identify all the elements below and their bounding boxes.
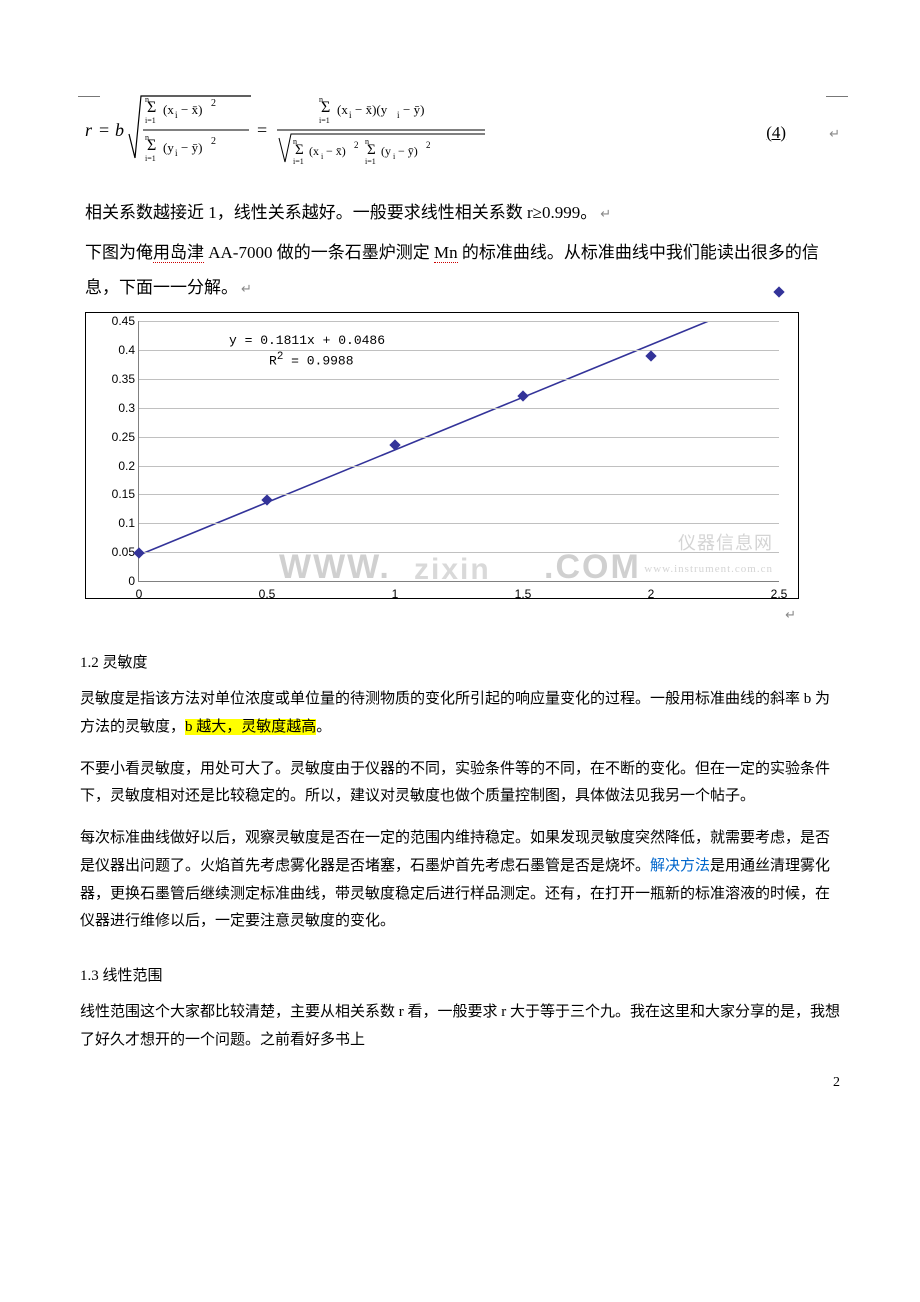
document-page: r = b Σ n i=1 (x i − x̄) 2 Σ n i=1 (y xyxy=(0,0,920,1109)
calibration-chart: y = 0.1811x + 0.0486 R2 = 0.9988 WWW. .C… xyxy=(85,312,799,599)
watermark-label: 仪器信息网 xyxy=(678,529,773,555)
section-1-3-title: 1.3 线性范围 xyxy=(80,964,840,985)
svg-text:i: i xyxy=(349,110,352,120)
chart-r2-text: R2 = 0.9988 xyxy=(269,351,354,368)
data-point xyxy=(517,391,528,402)
svg-text:2: 2 xyxy=(211,98,216,109)
y-tick-label: 0 xyxy=(95,574,135,588)
gridline xyxy=(139,408,779,409)
svg-text:=: = xyxy=(257,120,267,140)
svg-text:(y: (y xyxy=(381,144,391,158)
link-text[interactable]: 解决方法 xyxy=(650,858,710,874)
text-marked: 用岛津 xyxy=(153,243,204,263)
crop-mark xyxy=(78,96,100,97)
data-point xyxy=(133,547,144,558)
svg-text:2: 2 xyxy=(211,136,216,147)
text: 相关系数越接近 1，线性关系越好。一般要求线性相关系数 r≥0.999。 xyxy=(85,203,597,222)
chart-equation-text: y = 0.1811x + 0.0486 xyxy=(229,333,385,348)
gridline xyxy=(139,466,779,467)
plot-area: y = 0.1811x + 0.0486 R2 = 0.9988 WWW. .C… xyxy=(138,321,779,582)
y-tick-label: 0.15 xyxy=(95,487,135,501)
gridline xyxy=(139,321,779,322)
y-tick-label: 0.3 xyxy=(95,401,135,415)
svg-text:(x: (x xyxy=(309,144,319,158)
highlight-text: b 越大，灵敏度越高 xyxy=(185,719,316,735)
svg-text:− ȳ): − ȳ) xyxy=(398,144,418,158)
formula-row: r = b Σ n i=1 (x i − x̄) 2 Σ n i=1 (y xyxy=(85,90,840,175)
watermark: .COM xyxy=(544,548,641,587)
sec12-p2: 不要小看灵敏度，用处可大了。灵敏度由于仪器的不同，实验条件等的不同，在不断的变化… xyxy=(80,756,840,812)
text-marked: Mn xyxy=(434,243,458,263)
sec12-p1: 灵敏度是指该方法对单位浓度或单位量的待测物质的变化所引起的响应量变化的过程。一般… xyxy=(80,686,840,742)
x-tick-label: 0 xyxy=(136,587,143,601)
x-tick-label: 2.5 xyxy=(771,587,788,601)
x-tick-label: 2 xyxy=(648,587,655,601)
paragraph-chart-intro: 下图为俺用岛津 AA-7000 做的一条石墨炉测定 Mn 的标准曲线。从标准曲线… xyxy=(85,235,835,306)
svg-text:r: r xyxy=(85,120,93,140)
svg-text:(x: (x xyxy=(337,102,348,117)
y-tick-label: 0.2 xyxy=(95,459,135,473)
section-1-2-title: 1.2 灵敏度 xyxy=(80,651,840,672)
text: 。 xyxy=(316,719,331,735)
x-tick-label: 1.5 xyxy=(515,587,532,601)
svg-text:i=1: i=1 xyxy=(145,116,156,125)
svg-text:− x̄)(y: − x̄)(y xyxy=(355,102,388,117)
svg-text:i: i xyxy=(393,152,396,161)
x-tick-label: 0.5 xyxy=(259,587,276,601)
sec12-p3: 每次标准曲线做好以后，观察灵敏度是否在一定的范围内维持稳定。如果发现灵敏度突然降… xyxy=(80,825,840,936)
x-tick-label: 1 xyxy=(392,587,399,601)
gridline xyxy=(139,552,779,553)
paragraph-mark: ↵ xyxy=(80,607,796,623)
page-number: 2 xyxy=(833,1075,840,1091)
svg-text:− x̄): − x̄) xyxy=(326,144,346,158)
data-point xyxy=(389,440,400,451)
svg-text:i=1: i=1 xyxy=(145,154,156,163)
gridline xyxy=(139,494,779,495)
svg-text:− ȳ): − ȳ) xyxy=(181,140,202,155)
watermark: WWW. xyxy=(279,548,391,587)
watermark: zixin xyxy=(414,553,491,587)
watermark-url: www.instrument.com.cn xyxy=(644,563,773,575)
svg-text:i=1: i=1 xyxy=(293,157,304,166)
y-tick-label: 0.1 xyxy=(95,516,135,530)
y-tick-label: 0.35 xyxy=(95,372,135,386)
svg-text:i: i xyxy=(321,152,324,161)
data-point xyxy=(261,495,272,506)
y-tick-label: 0.45 xyxy=(95,314,135,328)
y-tick-label: 0.25 xyxy=(95,430,135,444)
svg-text:i=1: i=1 xyxy=(319,116,330,125)
svg-text:2: 2 xyxy=(354,140,359,150)
data-point xyxy=(645,350,656,361)
svg-text:− ȳ): − ȳ) xyxy=(403,102,424,117)
svg-text:2: 2 xyxy=(426,140,431,150)
svg-text:(y: (y xyxy=(163,140,174,155)
equation-number: (4)↵ xyxy=(766,123,840,143)
gridline xyxy=(139,350,779,351)
y-tick-label: 0.4 xyxy=(95,343,135,357)
svg-text:i: i xyxy=(175,148,178,158)
svg-text:n: n xyxy=(145,95,149,104)
svg-text:=: = xyxy=(99,120,109,140)
svg-text:n: n xyxy=(319,95,323,104)
y-tick-label: 0.05 xyxy=(95,545,135,559)
crop-mark xyxy=(826,96,848,97)
gridline xyxy=(139,379,779,380)
paragraph-r-explain: 相关系数越接近 1，线性关系越好。一般要求线性相关系数 r≥0.999。↵ xyxy=(85,195,835,231)
svg-text:− x̄): − x̄) xyxy=(181,102,202,117)
svg-text:i: i xyxy=(397,110,400,120)
svg-text:n: n xyxy=(293,137,297,146)
correlation-formula: r = b Σ n i=1 (x i − x̄) 2 Σ n i=1 (y xyxy=(85,90,505,175)
svg-text:b: b xyxy=(115,120,124,140)
text: 下图为俺 xyxy=(85,243,153,262)
svg-text:n: n xyxy=(365,137,369,146)
text: AA-7000 做的一条石墨炉测定 xyxy=(204,243,434,262)
gridline xyxy=(139,523,779,524)
svg-text:(x: (x xyxy=(163,102,174,117)
svg-text:i=1: i=1 xyxy=(365,157,376,166)
svg-text:n: n xyxy=(145,133,149,142)
gridline xyxy=(139,437,779,438)
sec13-p1: 线性范围这个大家都比较清楚，主要从相关系数 r 看，一般要求 r 大于等于三个九… xyxy=(80,999,840,1055)
svg-text:i: i xyxy=(175,110,178,120)
